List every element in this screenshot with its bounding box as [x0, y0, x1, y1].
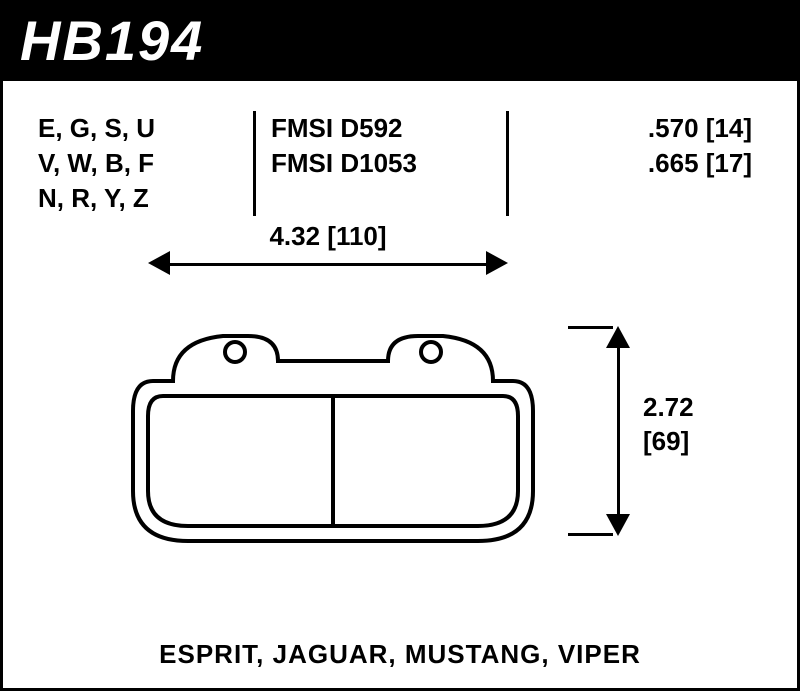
width-arrow: 4.32 [110] — [148, 253, 508, 273]
height-labels: 2.72 [69] — [643, 391, 694, 459]
height-arrow-line — [617, 346, 620, 516]
diagram-area: 4.32 [110] 2.72 [69] — [28, 251, 772, 631]
width-arrow-line — [168, 263, 488, 266]
compounds-line: E, G, S, U — [38, 111, 238, 146]
height-arrow — [608, 326, 628, 536]
fmsi-line: FMSI D592 — [271, 111, 491, 146]
specs-divider — [253, 111, 256, 216]
arrow-right-icon — [486, 251, 508, 275]
compounds-line: V, W, B, F — [38, 146, 238, 181]
height-label-in: 2.72 — [643, 391, 694, 425]
header-bar: HB194 — [0, 0, 800, 81]
compounds-line: N, R, Y, Z — [38, 181, 238, 216]
width-label: 4.32 [110] — [148, 221, 508, 252]
compounds-list: E, G, S, U V, W, B, F N, R, Y, Z — [38, 111, 238, 216]
thickness-line: .570 [14] — [524, 111, 752, 146]
part-number: HB194 — [20, 9, 204, 72]
width-dimension: 4.32 [110] — [148, 251, 508, 273]
height-dimension: 2.72 [69] — [568, 326, 748, 536]
fmsi-list: FMSI D592 FMSI D1053 — [271, 111, 491, 216]
height-label-mm: [69] — [643, 425, 694, 459]
thickness-line: .665 [17] — [524, 146, 752, 181]
fmsi-line: FMSI D1053 — [271, 146, 491, 181]
arrow-up-icon — [606, 326, 630, 348]
applications-footer: ESPRIT, JAGUAR, MUSTANG, VIPER — [3, 639, 797, 670]
arrow-down-icon — [606, 514, 630, 536]
brake-pad-outline — [128, 321, 538, 551]
pad-hole-right — [421, 342, 441, 362]
arrow-left-icon — [148, 251, 170, 275]
specs-row: E, G, S, U V, W, B, F N, R, Y, Z FMSI D5… — [28, 101, 772, 241]
specs-divider — [506, 111, 509, 216]
thickness-list: .570 [14] .665 [17] — [524, 111, 762, 216]
pad-hole-left — [225, 342, 245, 362]
content-area: E, G, S, U V, W, B, F N, R, Y, Z FMSI D5… — [0, 81, 800, 691]
